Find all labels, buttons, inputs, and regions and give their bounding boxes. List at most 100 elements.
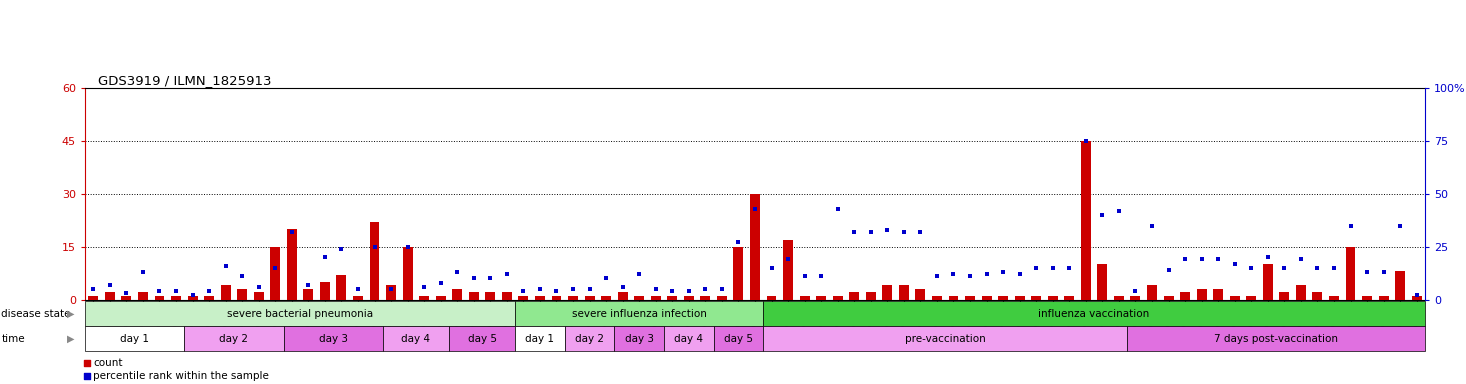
Point: [759, 265, 783, 271]
Bar: [1080, 141, 1091, 300]
Point: [1256, 254, 1280, 260]
Point: [1091, 212, 1114, 218]
Text: ▶: ▶: [67, 334, 75, 344]
Bar: [453, 289, 462, 300]
Bar: [188, 296, 198, 300]
Bar: [1048, 296, 1057, 300]
Bar: [866, 293, 875, 300]
Point: [314, 254, 337, 260]
Bar: [485, 293, 496, 300]
Bar: [369, 222, 380, 300]
Text: severe influenza infection: severe influenza infection: [572, 309, 707, 319]
Bar: [383, 326, 449, 351]
Bar: [849, 293, 859, 300]
Point: [843, 229, 866, 235]
Bar: [783, 240, 793, 300]
Bar: [1362, 296, 1372, 300]
Bar: [515, 326, 564, 351]
Point: [330, 246, 353, 252]
Point: [545, 288, 569, 294]
Point: [710, 286, 733, 292]
Bar: [585, 296, 595, 300]
Bar: [204, 296, 214, 300]
Bar: [617, 293, 627, 300]
Point: [214, 263, 237, 269]
Point: [412, 284, 435, 290]
Bar: [1064, 296, 1075, 300]
Bar: [1262, 264, 1272, 300]
Point: [82, 286, 106, 292]
Bar: [667, 296, 677, 300]
Point: [1041, 265, 1064, 271]
Point: [777, 257, 800, 263]
Bar: [88, 296, 98, 300]
Bar: [635, 296, 644, 300]
Bar: [799, 296, 809, 300]
Bar: [949, 296, 959, 300]
Bar: [185, 326, 283, 351]
Point: [661, 288, 685, 294]
Point: [594, 275, 617, 281]
Bar: [237, 289, 248, 300]
Point: [1356, 269, 1380, 275]
Point: [346, 286, 369, 292]
Bar: [1330, 296, 1338, 300]
Point: [975, 271, 998, 277]
Point: [677, 288, 701, 294]
Bar: [601, 296, 611, 300]
Point: [396, 243, 419, 250]
Bar: [138, 293, 148, 300]
Bar: [254, 293, 264, 300]
Text: day 1: day 1: [120, 334, 150, 344]
Bar: [221, 285, 230, 300]
Bar: [751, 194, 759, 300]
Bar: [1312, 293, 1322, 300]
Point: [1107, 208, 1130, 214]
Point: [1338, 223, 1362, 229]
Point: [809, 273, 833, 280]
Bar: [614, 326, 664, 351]
Text: day 2: day 2: [575, 334, 604, 344]
Bar: [714, 326, 764, 351]
Point: [1388, 223, 1412, 229]
Point: [496, 271, 519, 277]
Point: [1272, 265, 1296, 271]
Bar: [1164, 296, 1173, 300]
Point: [230, 273, 254, 280]
Point: [1289, 257, 1312, 263]
Point: [446, 269, 469, 275]
Bar: [403, 247, 412, 300]
Point: [578, 286, 601, 292]
Bar: [1196, 289, 1207, 300]
Point: [1057, 265, 1080, 271]
Bar: [1127, 326, 1425, 351]
Bar: [883, 285, 893, 300]
Bar: [1130, 296, 1141, 300]
Bar: [551, 296, 561, 300]
Point: [296, 282, 320, 288]
Bar: [283, 326, 383, 351]
Bar: [449, 326, 515, 351]
Point: [627, 271, 651, 277]
Point: [959, 273, 982, 280]
Text: day 4: day 4: [674, 334, 704, 344]
Text: day 2: day 2: [220, 334, 248, 344]
Point: [164, 288, 188, 294]
Bar: [519, 296, 528, 300]
Point: [380, 286, 403, 292]
Point: [1173, 257, 1196, 263]
Point: [909, 229, 932, 235]
Bar: [1378, 296, 1388, 300]
Text: GDS3919 / ILMN_1825913: GDS3919 / ILMN_1825913: [98, 74, 271, 87]
Bar: [172, 296, 180, 300]
Bar: [1280, 293, 1289, 300]
Point: [1025, 265, 1048, 271]
Point: [1157, 267, 1180, 273]
Bar: [817, 296, 827, 300]
Bar: [1346, 247, 1356, 300]
Bar: [1412, 296, 1422, 300]
Point: [180, 292, 204, 298]
Point: [893, 229, 916, 235]
Point: [1240, 265, 1264, 271]
Text: disease state: disease state: [1, 309, 70, 319]
